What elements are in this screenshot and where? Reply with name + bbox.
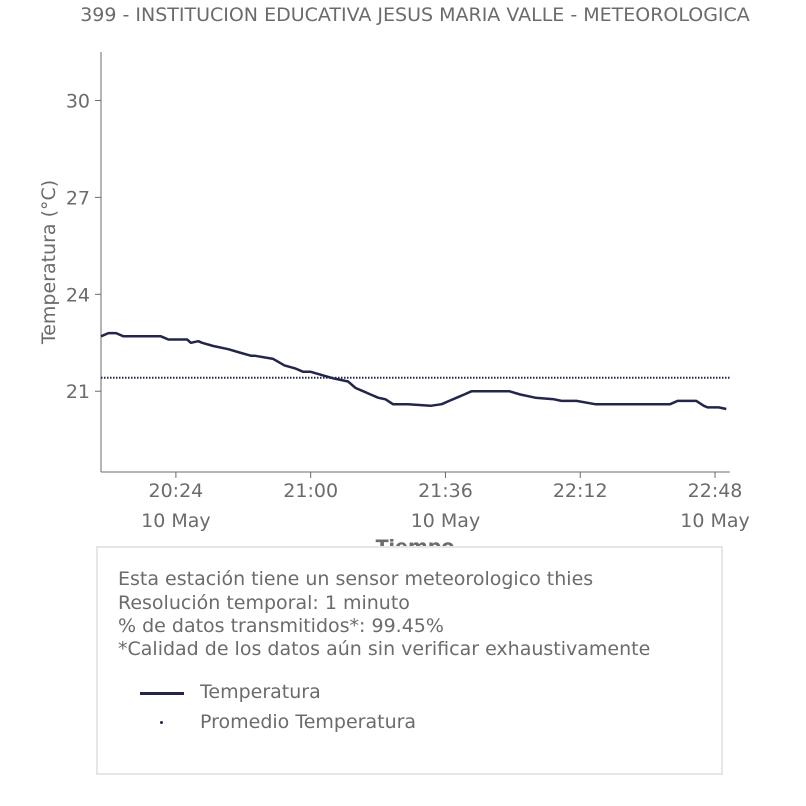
x-tick-date-label: 10 May bbox=[680, 510, 750, 532]
x-tick-label: 21:36 bbox=[418, 480, 473, 502]
y-tick-label: 27 bbox=[66, 187, 90, 209]
x-tick-date-label: 10 May bbox=[411, 510, 481, 532]
chart-axes bbox=[100, 52, 730, 473]
x-tick-label: 22:12 bbox=[553, 480, 608, 502]
x-tick-label: 21:00 bbox=[283, 480, 338, 502]
legend-line-swatch bbox=[140, 692, 184, 695]
info-transmitted-line: % de datos transmitidos*: 99.45% bbox=[118, 615, 444, 637]
x-ticks: 20:24 10 May 21:00 21:36 10 May 22:12 22:48 10 … bbox=[141, 472, 750, 532]
legend-label-promedio: Promedio Temperatura bbox=[200, 711, 417, 733]
series-layer bbox=[100, 331, 730, 411]
info-resolution-line: Resolución temporal: 1 minuto bbox=[118, 592, 410, 614]
y-ticks: 21 24 27 30 bbox=[66, 90, 101, 403]
y-tick-label: 24 bbox=[66, 284, 90, 306]
x-tick-label: 20:24 bbox=[148, 480, 203, 502]
info-box: Esta estación tiene un sensor meteorolog… bbox=[96, 546, 723, 775]
info-quality-line: *Calidad de los datos aún sin verificar … bbox=[118, 638, 651, 660]
legend-dot-swatch bbox=[160, 721, 163, 724]
x-axis-label: Tiempo bbox=[376, 536, 455, 546]
y-tick-label: 21 bbox=[66, 381, 90, 403]
info-sensor-line: Esta estación tiene un sensor meteorolog… bbox=[118, 568, 594, 590]
x-tick-label: 22:48 bbox=[688, 480, 743, 502]
chart-title: 399 - INSTITUCION EDUCATIVA JESUS MARIA … bbox=[80, 4, 750, 26]
series-line-temperatura bbox=[100, 331, 727, 411]
temperature-chart: 399 - INSTITUCION EDUCATIVA JESUS MARIA … bbox=[38, 4, 750, 546]
legend-label-temperatura: Temperatura bbox=[200, 681, 321, 703]
x-tick-date-label: 10 May bbox=[141, 510, 211, 532]
y-tick-label: 30 bbox=[66, 90, 90, 112]
y-axis-label: Temperatura (°C) bbox=[38, 180, 60, 345]
